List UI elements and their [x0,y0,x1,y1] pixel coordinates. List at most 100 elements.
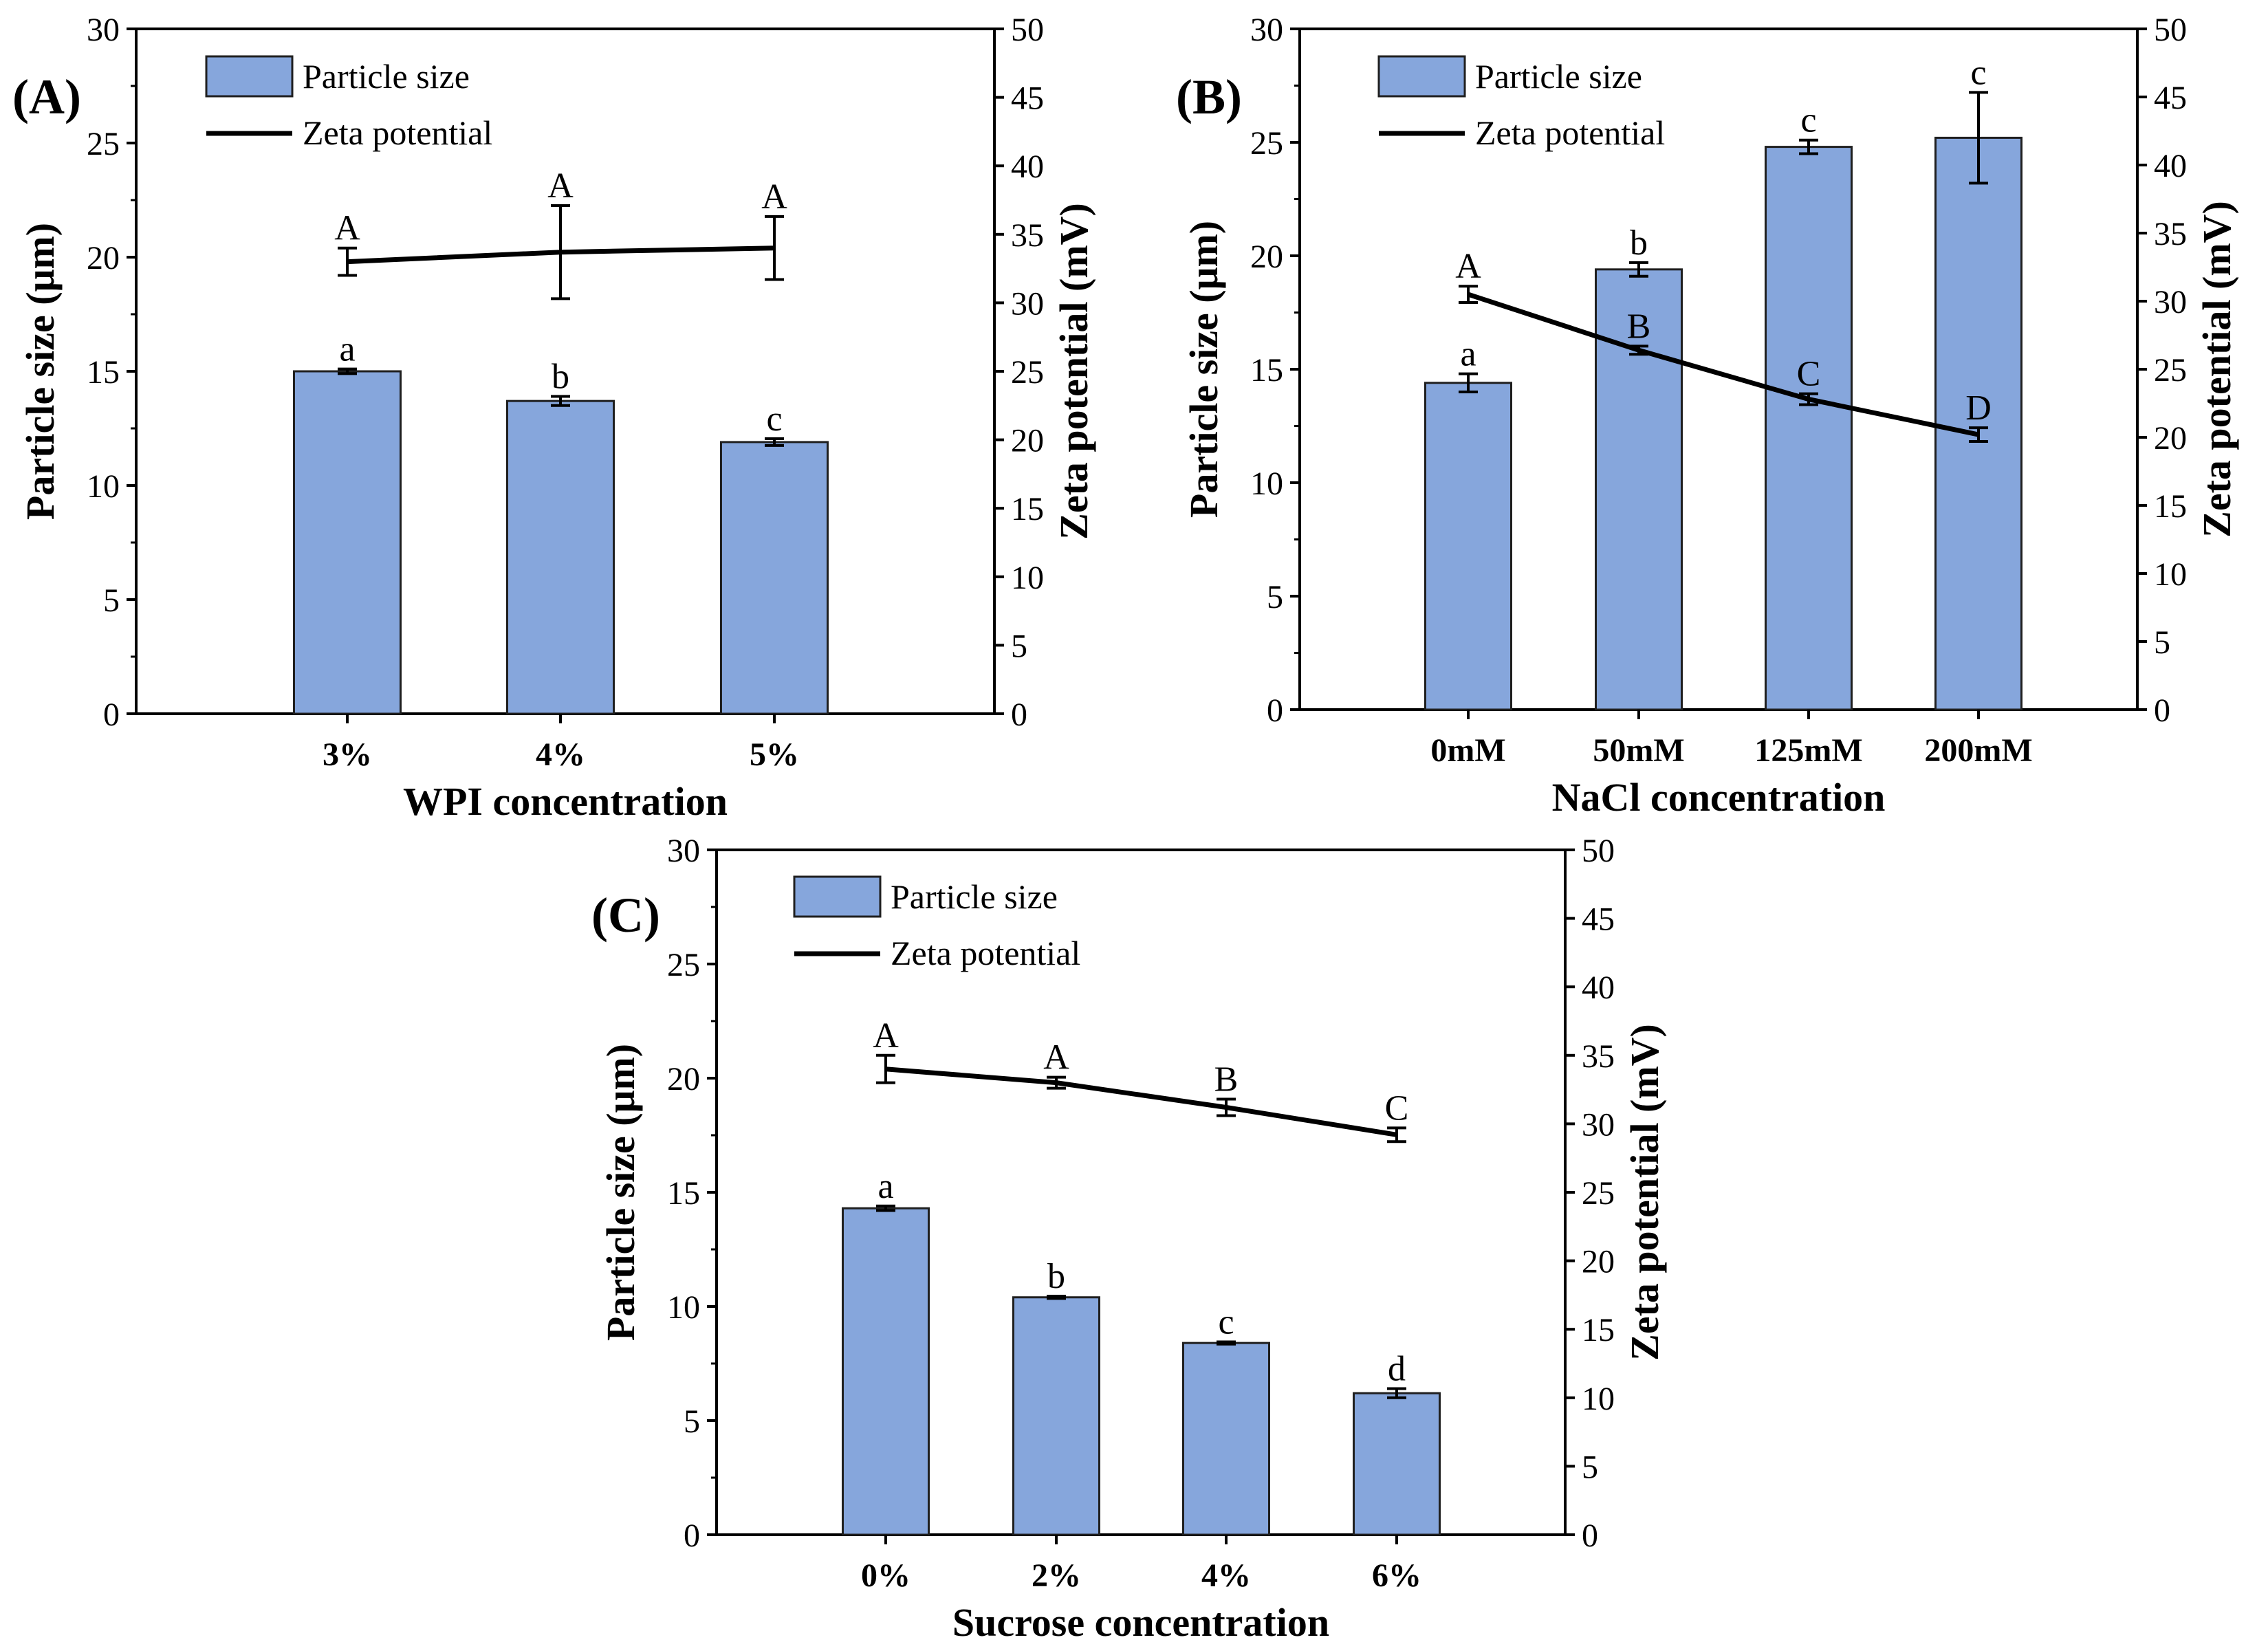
bar-significance-letter: b [1630,223,1648,263]
bar-significance-letter: c [1970,53,1986,92]
bar [1765,146,1853,711]
right-tick-label: 40 [1582,970,1615,1006]
x-tick-label: 5% [750,736,799,773]
right-tick-label: 10 [1582,1381,1615,1417]
right-tick-label: 35 [1582,1038,1615,1075]
legend-bar-label: Particle size [1475,57,1642,96]
right-tick-label: 25 [1582,1175,1615,1212]
left-tick-label: 15 [1250,352,1283,388]
right-tick-label: 45 [2154,80,2187,116]
left-tick-label: 0 [103,697,120,733]
bar-significance-letter: a [877,1167,893,1206]
bar-significance-letter: c [1218,1302,1234,1342]
x-tick-label: 4% [536,736,585,773]
x-axis-label: NaCl concentration [1552,775,1886,820]
zeta-significance-letter: A [334,209,360,248]
y-axis-label-left: Particle size (μm) [18,223,63,520]
left-tick-label: 20 [667,1061,700,1097]
zeta-significance-letter: C [1797,355,1821,394]
legend-line-label: Zeta potential [1475,113,1665,152]
legend-line-label: Zeta potential [891,934,1080,972]
y-axis-label-right: Zeta potential (mV) [1051,203,1096,540]
x-tick-label: 4% [1201,1557,1251,1594]
y-axis-label-left: Particle size (μm) [598,1044,643,1341]
bar [1353,1392,1441,1536]
legend-bar-label: Particle size [303,57,470,96]
left-tick-label: 25 [1250,125,1283,162]
bar [842,1207,930,1536]
y-axis-label-left: Particle size (μm) [1181,221,1226,518]
bar-significance-letter: a [339,330,355,369]
right-tick-label: 35 [1011,217,1044,254]
right-tick-label: 10 [1011,560,1044,596]
left-tick-label: 30 [667,833,700,869]
zeta-line [885,1066,1397,1137]
right-tick-label: 50 [1011,12,1044,48]
right-tick-label: 30 [1011,285,1044,322]
right-tick-label: 20 [1582,1244,1615,1280]
bar-significance-letter: b [552,358,569,397]
left-tick-label: 15 [667,1175,700,1212]
left-tick-label: 25 [87,126,120,162]
x-tick-label: 0mM [1430,732,1505,769]
y-axis-label-right: Zeta potential (mV) [2194,201,2239,538]
right-tick-label: 5 [1011,628,1027,664]
panel-a: 0 5 10 15 20 25 30 0 5 10 15 20 25 30 35 40 45 50 Particle… [12,12,1096,824]
legend-bar-swatch [1377,55,1466,98]
zeta-significance-letter: A [547,166,574,206]
left-tick-label: 10 [667,1289,700,1326]
right-tick-label: 20 [2154,420,2187,457]
right-tick-label: 45 [1011,80,1044,117]
legend-bar-swatch [793,875,882,918]
right-tick-label: 15 [1582,1312,1615,1348]
left-tick-label: 5 [1267,579,1283,615]
left-tick-label: 20 [87,240,120,276]
y-axis-label-right: Zeta potential (mV) [1622,1024,1667,1361]
right-tick-label: 30 [1582,1106,1615,1143]
right-tick-label: 5 [1582,1449,1598,1485]
bar [1424,382,1512,711]
bar-significance-letter: d [1388,1350,1406,1389]
zeta-significance-letter: A [1043,1038,1069,1077]
right-tick-label: 40 [1011,149,1044,185]
zeta-line [1467,292,1979,437]
bar-significance-letter: c [766,399,782,439]
right-tick-label: 30 [2154,284,2187,320]
x-tick-label: 6% [1372,1557,1421,1594]
right-tick-label: 35 [2154,216,2187,252]
right-tick-label: 15 [2154,488,2187,525]
bar [293,370,402,715]
right-tick-label: 25 [2154,352,2187,388]
zeta-significance-letter: A [873,1016,899,1055]
panel-label: (C) [591,888,660,943]
x-tick-label: 3% [323,736,372,773]
left-tick-label: 30 [87,12,120,48]
x-tick-label: 125mM [1754,732,1862,769]
legend-bar-swatch [205,55,294,98]
right-tick-label: 20 [1011,423,1044,459]
zeta-significance-letter: B [1627,307,1651,346]
panel-label: (B) [1176,69,1242,124]
x-tick-label: 50mM [1593,732,1684,769]
right-tick-label: 40 [2154,148,2187,184]
right-tick-label: 50 [1582,833,1615,869]
right-tick-label: 15 [1011,491,1044,527]
bar [1182,1342,1270,1536]
panel-c: 0 5 10 15 20 25 30 0 5 10 15 20 25 30 35 40 45 50 Particle… [591,833,1667,1642]
left-tick-label: 30 [1250,12,1283,48]
bar [1012,1296,1100,1536]
bar [1934,136,2022,711]
panel-label: (A) [12,69,81,124]
right-tick-label: 0 [1582,1518,1598,1554]
zeta-significance-letter: A [1455,247,1481,286]
bar-significance-letter: b [1047,1257,1065,1296]
left-tick-label: 25 [667,947,700,983]
x-tick-label: 2% [1032,1557,1081,1594]
bar-significance-letter: c [1800,101,1816,140]
right-tick-label: 5 [2154,624,2170,661]
left-tick-label: 0 [1267,692,1283,729]
zeta-significance-letter: D [1965,388,1992,428]
bar [506,399,615,715]
